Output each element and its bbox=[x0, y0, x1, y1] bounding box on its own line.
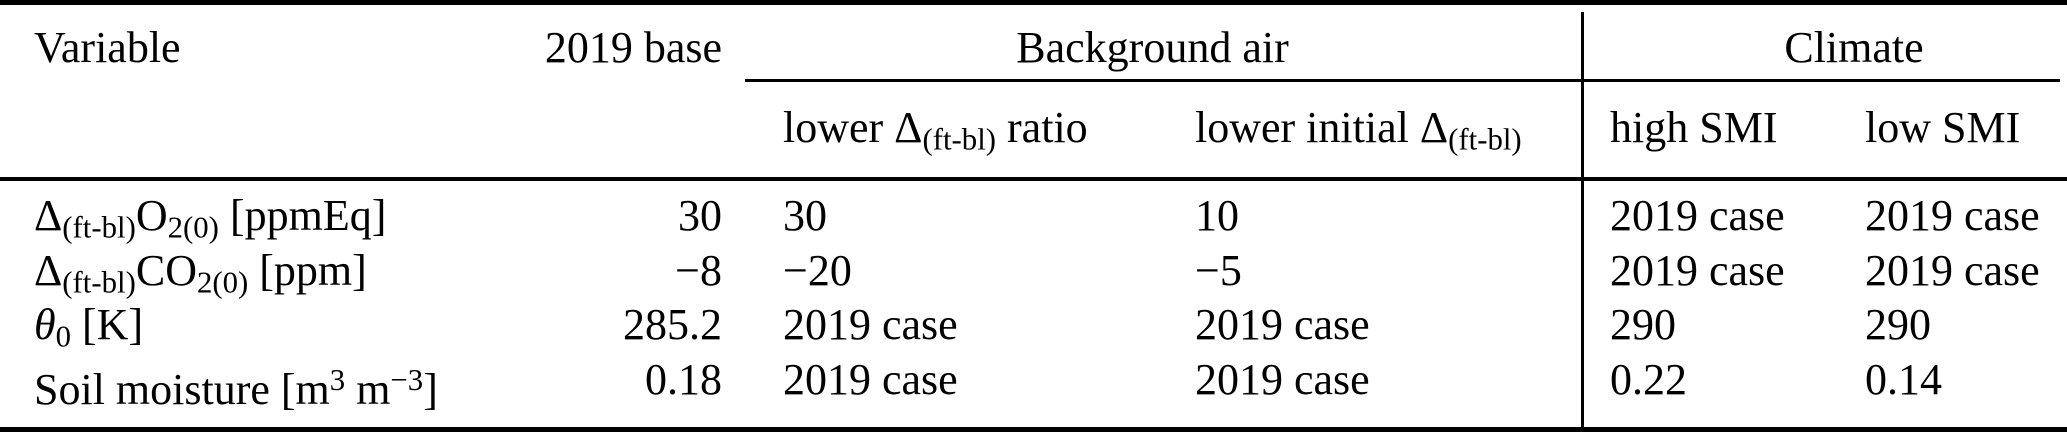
group-header-background-air: Background air bbox=[1016, 23, 1289, 72]
value-lower-ratio: 2019 case bbox=[783, 355, 958, 404]
column-header-lower-initial: lower initial Δ(ft-bl) bbox=[1195, 103, 1522, 157]
value-low-smi: 2019 case bbox=[1865, 191, 2040, 240]
group-header-climate: Climate bbox=[1784, 23, 1924, 72]
value-2019-base: 0.18 bbox=[645, 355, 722, 404]
value-lower-ratio: 2019 case bbox=[783, 300, 958, 349]
value-low-smi: 290 bbox=[1865, 300, 1931, 349]
table-row-delta-o2: Δ(ft-bl)O2(0) [ppmEq] 30 30 10 2019 case… bbox=[0, 188, 2067, 245]
table-row-theta: θ0 [K] 285.2 2019 case 2019 case 290 290 bbox=[0, 297, 2067, 354]
climate-divider-line bbox=[1581, 12, 1584, 427]
header-body-rule bbox=[0, 177, 2067, 181]
header-row-subcolumns: lower Δ(ft-bl) ratio lower initial Δ(ft-… bbox=[0, 100, 2067, 157]
value-lower-initial: −5 bbox=[1195, 246, 1242, 295]
column-header-high-smi: high SMI bbox=[1610, 103, 1778, 152]
column-header-lower-ratio: lower Δ(ft-bl) ratio bbox=[783, 103, 1088, 157]
value-high-smi: 2019 case bbox=[1610, 246, 1785, 295]
table-row-delta-co2: Δ(ft-bl)CO2(0) [ppm] −8 −20 −5 2019 case… bbox=[0, 243, 2067, 300]
variable-label: Δ(ft-bl)O2(0) [ppmEq] bbox=[34, 191, 387, 245]
header-row-groups: Variable 2019 base Background air Climat… bbox=[0, 20, 2067, 76]
column-header-2019-base: 2019 base bbox=[544, 23, 722, 72]
group-header-rule bbox=[745, 79, 2060, 82]
table-row-soil-moisture: Soil moisture [m3 m−3] 0.18 2019 case 20… bbox=[0, 352, 2067, 414]
value-2019-base: 285.2 bbox=[623, 300, 722, 349]
value-low-smi: 0.14 bbox=[1865, 355, 1942, 404]
variable-label: Soil moisture [m3 m−3] bbox=[34, 363, 438, 414]
value-2019-base: 30 bbox=[678, 191, 722, 240]
variable-label: θ0 [K] bbox=[34, 300, 144, 354]
column-header-variable: Variable bbox=[34, 23, 181, 72]
value-lower-ratio: −20 bbox=[783, 246, 852, 295]
value-high-smi: 290 bbox=[1610, 300, 1676, 349]
value-lower-ratio: 30 bbox=[783, 191, 827, 240]
value-lower-initial: 10 bbox=[1195, 191, 1239, 240]
value-lower-initial: 2019 case bbox=[1195, 300, 1370, 349]
value-lower-initial: 2019 case bbox=[1195, 355, 1370, 404]
top-rule bbox=[0, 0, 2067, 5]
value-low-smi: 2019 case bbox=[1865, 246, 2040, 295]
value-high-smi: 0.22 bbox=[1610, 355, 1687, 404]
variable-label: Δ(ft-bl)CO2(0) [ppm] bbox=[34, 246, 367, 300]
bottom-rule bbox=[0, 427, 2067, 432]
column-header-low-smi: low SMI bbox=[1865, 103, 2021, 152]
value-2019-base: −8 bbox=[675, 246, 722, 295]
value-high-smi: 2019 case bbox=[1610, 191, 1785, 240]
